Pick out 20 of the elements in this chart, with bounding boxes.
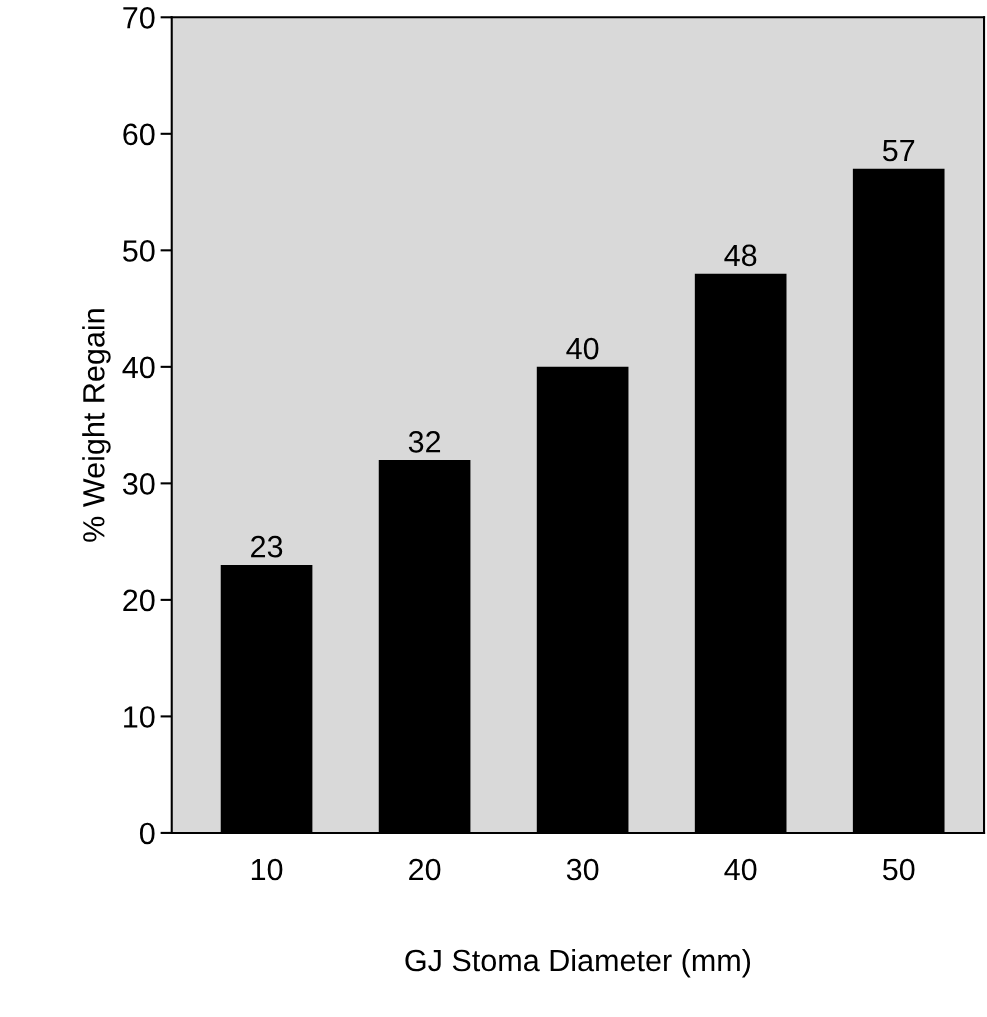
x-tick-label: 50 (882, 858, 915, 881)
y-tick-label: 0 (139, 822, 155, 845)
y-tick-label: 50 (123, 240, 155, 262)
y-tick-label: 30 (122, 473, 155, 495)
data-label: 57 (882, 140, 915, 162)
x-tick-label: 10 (251, 858, 283, 881)
data-label: 23 (251, 535, 283, 558)
y-tick-label: 40 (122, 356, 155, 379)
x-tick-label: 20 (409, 858, 441, 881)
data-label: 48 (724, 244, 757, 267)
data-label: 40 (566, 337, 599, 360)
y-tick-label: 60 (123, 123, 155, 146)
x-tick-label: 30 (566, 858, 599, 881)
x-axis-title: GJ Stoma Diameter (mm) (405, 948, 751, 978)
y-tick-label: 70 (123, 7, 155, 29)
x-tick-label: 40 (724, 858, 757, 881)
y-axis-title: % Weight Regain (82, 309, 111, 542)
data-label: 32 (408, 431, 441, 453)
y-tick-label: 10 (124, 706, 155, 728)
y-tick-label: 20 (123, 589, 155, 612)
